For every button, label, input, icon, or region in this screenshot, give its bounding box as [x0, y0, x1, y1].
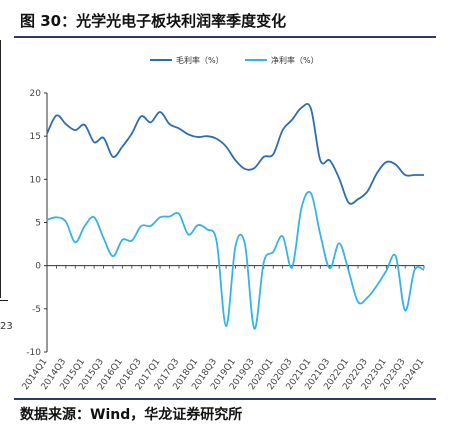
y-tick-label: 10 [30, 175, 42, 185]
figure-title: 图 30：光学光电子板块利润率季度变化 [20, 12, 287, 30]
bottom-rule [14, 398, 436, 400]
y-tick-label: 0 [35, 262, 41, 272]
y-tick-label: -10 [26, 348, 41, 358]
y-tick-label: -5 [32, 305, 41, 315]
series-line-2 [46, 190, 425, 330]
left-edge-border [0, 40, 1, 298]
edge-fragment-text: 23 [0, 321, 13, 332]
top-rule [14, 36, 436, 38]
legend-label-2: 净利率（%） [271, 55, 319, 65]
source-note: 数据来源：Wind，华龙证券研究所 [20, 407, 243, 423]
left-edge-tick [0, 300, 8, 301]
y-tick-label: 5 [35, 219, 41, 229]
y-tick-label: 15 [30, 132, 41, 142]
y-tick-label: 20 [30, 89, 42, 99]
legend-label-1: 毛利率（%） [176, 55, 224, 65]
series-line-1 [46, 103, 424, 205]
